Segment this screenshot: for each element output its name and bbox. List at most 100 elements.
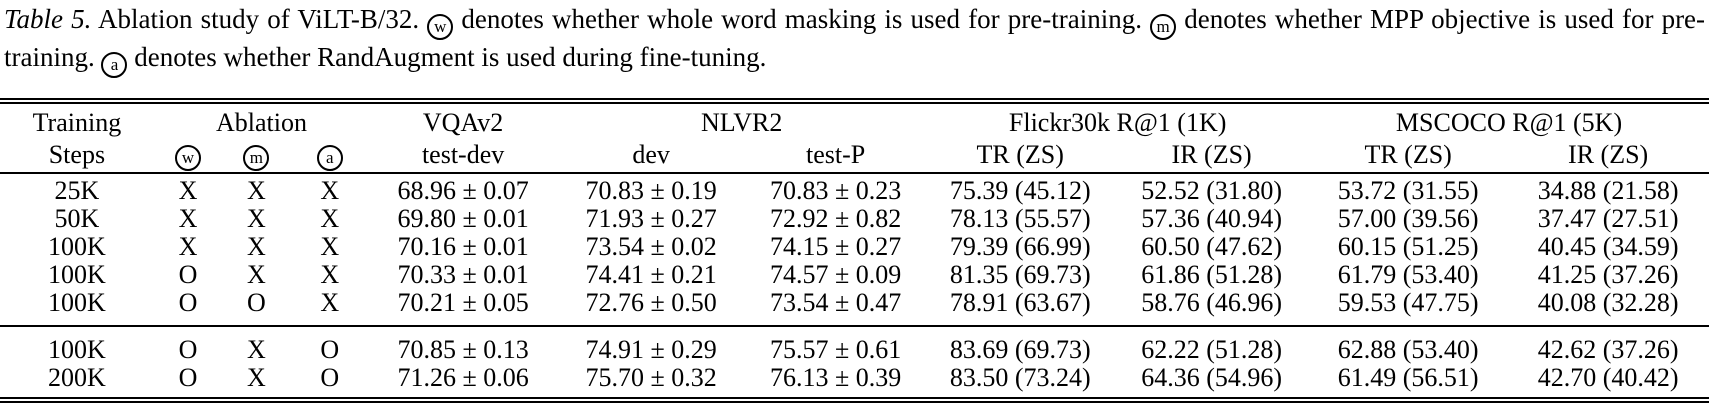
cell-steps: 100K	[48, 260, 106, 289]
caption-label: Table 5.	[4, 4, 92, 34]
table-row: 25K X X X 68.96 ± 0.07 70.83 ± 0.19 70.83 ± 0.…	[0, 173, 1709, 205]
cell-nlvr2-dev: 74.41 ± 0.21	[585, 260, 717, 289]
header-ablation: Ablation	[215, 108, 307, 137]
cell-m: X	[246, 176, 266, 205]
table-row: 100K O X O 70.85 ± 0.13 74.91 ± 0.29 75.57 ± 0…	[0, 325, 1709, 364]
cell-nlvr2-dev: 74.91 ± 0.29	[557, 325, 746, 364]
cell-flickr-tr: 75.39 (45.12)	[949, 176, 1091, 205]
cell-coco-tr: 61.79 (53.40)	[1337, 260, 1479, 289]
cell-coco-tr: 60.15 (51.25)	[1337, 232, 1479, 261]
header-vqav2: VQAv2	[422, 108, 504, 137]
cell-steps: 100K	[0, 325, 154, 364]
cell-coco-tr: 53.72 (31.55)	[1337, 176, 1479, 205]
header-mark-m: m	[222, 137, 290, 173]
cell-steps: 50K	[54, 204, 100, 233]
circled-a-icon: a	[101, 52, 128, 78]
cell-coco-ir: 40.08 (32.28)	[1537, 288, 1679, 317]
table-row: 100K O X X 70.33 ± 0.01 74.41 ± 0.21 74.57 ± 0…	[0, 261, 1709, 289]
cell-steps: 25K	[54, 176, 100, 205]
cell-nlvr2-dev: 71.93 ± 0.27	[585, 204, 717, 233]
cell-flickr-tr: 83.50 (73.24)	[949, 363, 1091, 392]
cell-nlvr2-test-p: 75.57 ± 0.61	[745, 325, 927, 364]
cell-w: X	[178, 176, 198, 205]
table-row: 100K X X X 70.16 ± 0.01 73.54 ± 0.02 74.15 ± 0…	[0, 233, 1709, 261]
cell-coco-ir: 34.88 (21.58)	[1537, 176, 1679, 205]
cell-nlvr2-test-p: 76.13 ± 0.39	[770, 363, 902, 392]
cell-flickr-tr: 78.13 (55.57)	[949, 204, 1091, 233]
cell-a: X	[320, 260, 340, 289]
cell-w: O	[178, 363, 198, 392]
cell-w: O	[178, 260, 198, 289]
cell-m: X	[246, 232, 266, 261]
header-nlvr2: NLVR2	[700, 108, 783, 137]
cell-vqav2-test-dev: 69.80 ± 0.01	[397, 204, 529, 233]
cell-a: X	[320, 176, 340, 205]
cell-coco-tr: 57.00 (39.56)	[1337, 204, 1479, 233]
caption-text-3: denotes whether MPP objective is used fo…	[4, 4, 1706, 72]
caption-text-4: denotes whether RandAugment is used duri…	[134, 42, 767, 72]
header-nlvr2-dev: dev	[632, 139, 670, 169]
cell-m: X	[246, 363, 266, 392]
cell-flickr-tr: 78.91 (63.67)	[949, 288, 1091, 317]
cell-flickr-tr: 79.39 (66.99)	[949, 232, 1091, 261]
cell-flickr-ir: 62.22 (51.28)	[1114, 325, 1310, 364]
cell-coco-ir: 41.25 (37.26)	[1537, 260, 1679, 289]
cell-flickr-tr: 83.69 (69.73)	[926, 325, 1115, 364]
header-mark-w: w	[154, 137, 222, 173]
header-coco-tr: TR (ZS)	[1364, 139, 1452, 169]
header-nlvr2-test-p: test-P	[806, 139, 866, 169]
cell-a: X	[320, 288, 340, 317]
ablation-table: Training Ablation VQAv2 NLVR2 Flickr30k …	[0, 104, 1709, 397]
cell-a: O	[290, 325, 370, 364]
cell-a: O	[320, 363, 340, 392]
cell-w: X	[178, 232, 198, 261]
header-mscoco: MSCOCO R@1 (5K)	[1395, 108, 1623, 137]
cell-flickr-ir: 52.52 (31.80)	[1141, 176, 1283, 205]
cell-flickr-ir: 60.50 (47.62)	[1141, 232, 1283, 261]
cell-a: X	[320, 204, 340, 233]
cell-nlvr2-test-p: 73.54 ± 0.47	[770, 288, 902, 317]
cell-flickr-ir: 57.36 (40.94)	[1141, 204, 1283, 233]
cell-flickr-ir: 64.36 (54.96)	[1141, 363, 1283, 392]
cell-steps: 100K	[48, 288, 106, 317]
cell-coco-ir: 40.45 (34.59)	[1537, 232, 1679, 261]
cell-vqav2-test-dev: 70.85 ± 0.13	[369, 325, 558, 364]
table-header: Training Ablation VQAv2 NLVR2 Flickr30k …	[0, 104, 1709, 173]
circled-m-icon: m	[1150, 14, 1177, 40]
cell-nlvr2-test-p: 74.15 ± 0.27	[770, 232, 902, 261]
cell-vqav2-test-dev: 71.26 ± 0.06	[397, 363, 529, 392]
cell-vqav2-test-dev: 70.33 ± 0.01	[397, 260, 529, 289]
cell-coco-tr: 61.49 (56.51)	[1337, 363, 1479, 392]
caption-text-1: Ablation study of ViLT-B/32.	[98, 4, 420, 34]
cell-nlvr2-dev: 72.76 ± 0.50	[585, 288, 717, 317]
table-caption: Table 5. Ablation study of ViLT-B/32. w …	[4, 2, 1705, 78]
cell-coco-ir: 42.70 (40.42)	[1537, 363, 1679, 392]
cell-coco-ir: 37.47 (27.51)	[1537, 204, 1679, 233]
cell-coco-tr: 59.53 (47.75)	[1337, 288, 1479, 317]
cell-m: X	[246, 204, 266, 233]
table-row: 50K X X X 69.80 ± 0.01 71.93 ± 0.27 72.92 ± 0.…	[0, 205, 1709, 233]
cell-nlvr2-test-p: 72.92 ± 0.82	[770, 204, 902, 233]
header-training: Training	[32, 108, 122, 137]
cell-m: X	[246, 260, 266, 289]
cell-w: O	[178, 288, 198, 317]
caption-text-2: denotes whether whole word masking is us…	[461, 4, 1142, 34]
circled-m-icon: m	[243, 145, 270, 171]
cell-steps: 100K	[48, 232, 106, 261]
circled-w-icon: w	[427, 14, 454, 40]
table-top-rule	[0, 98, 1709, 104]
header-steps: Steps	[48, 139, 106, 169]
header-mark-a: a	[291, 137, 370, 173]
cell-flickr-tr: 81.35 (69.73)	[949, 260, 1091, 289]
cell-flickr-ir: 61.86 (51.28)	[1141, 260, 1283, 289]
cell-a: X	[320, 232, 340, 261]
cell-nlvr2-dev: 73.54 ± 0.02	[585, 232, 717, 261]
header-flickr30k: Flickr30k R@1 (1K)	[1008, 108, 1227, 137]
cell-vqav2-test-dev: 68.96 ± 0.07	[397, 176, 529, 205]
circled-w-icon: w	[174, 145, 201, 171]
cell-vqav2-test-dev: 70.16 ± 0.01	[397, 232, 529, 261]
cell-coco-ir: 42.62 (37.26)	[1507, 325, 1709, 364]
table-body: 25K X X X 68.96 ± 0.07 70.83 ± 0.19 70.83 ± 0.…	[0, 173, 1709, 397]
cell-flickr-ir: 58.76 (46.96)	[1141, 288, 1283, 317]
